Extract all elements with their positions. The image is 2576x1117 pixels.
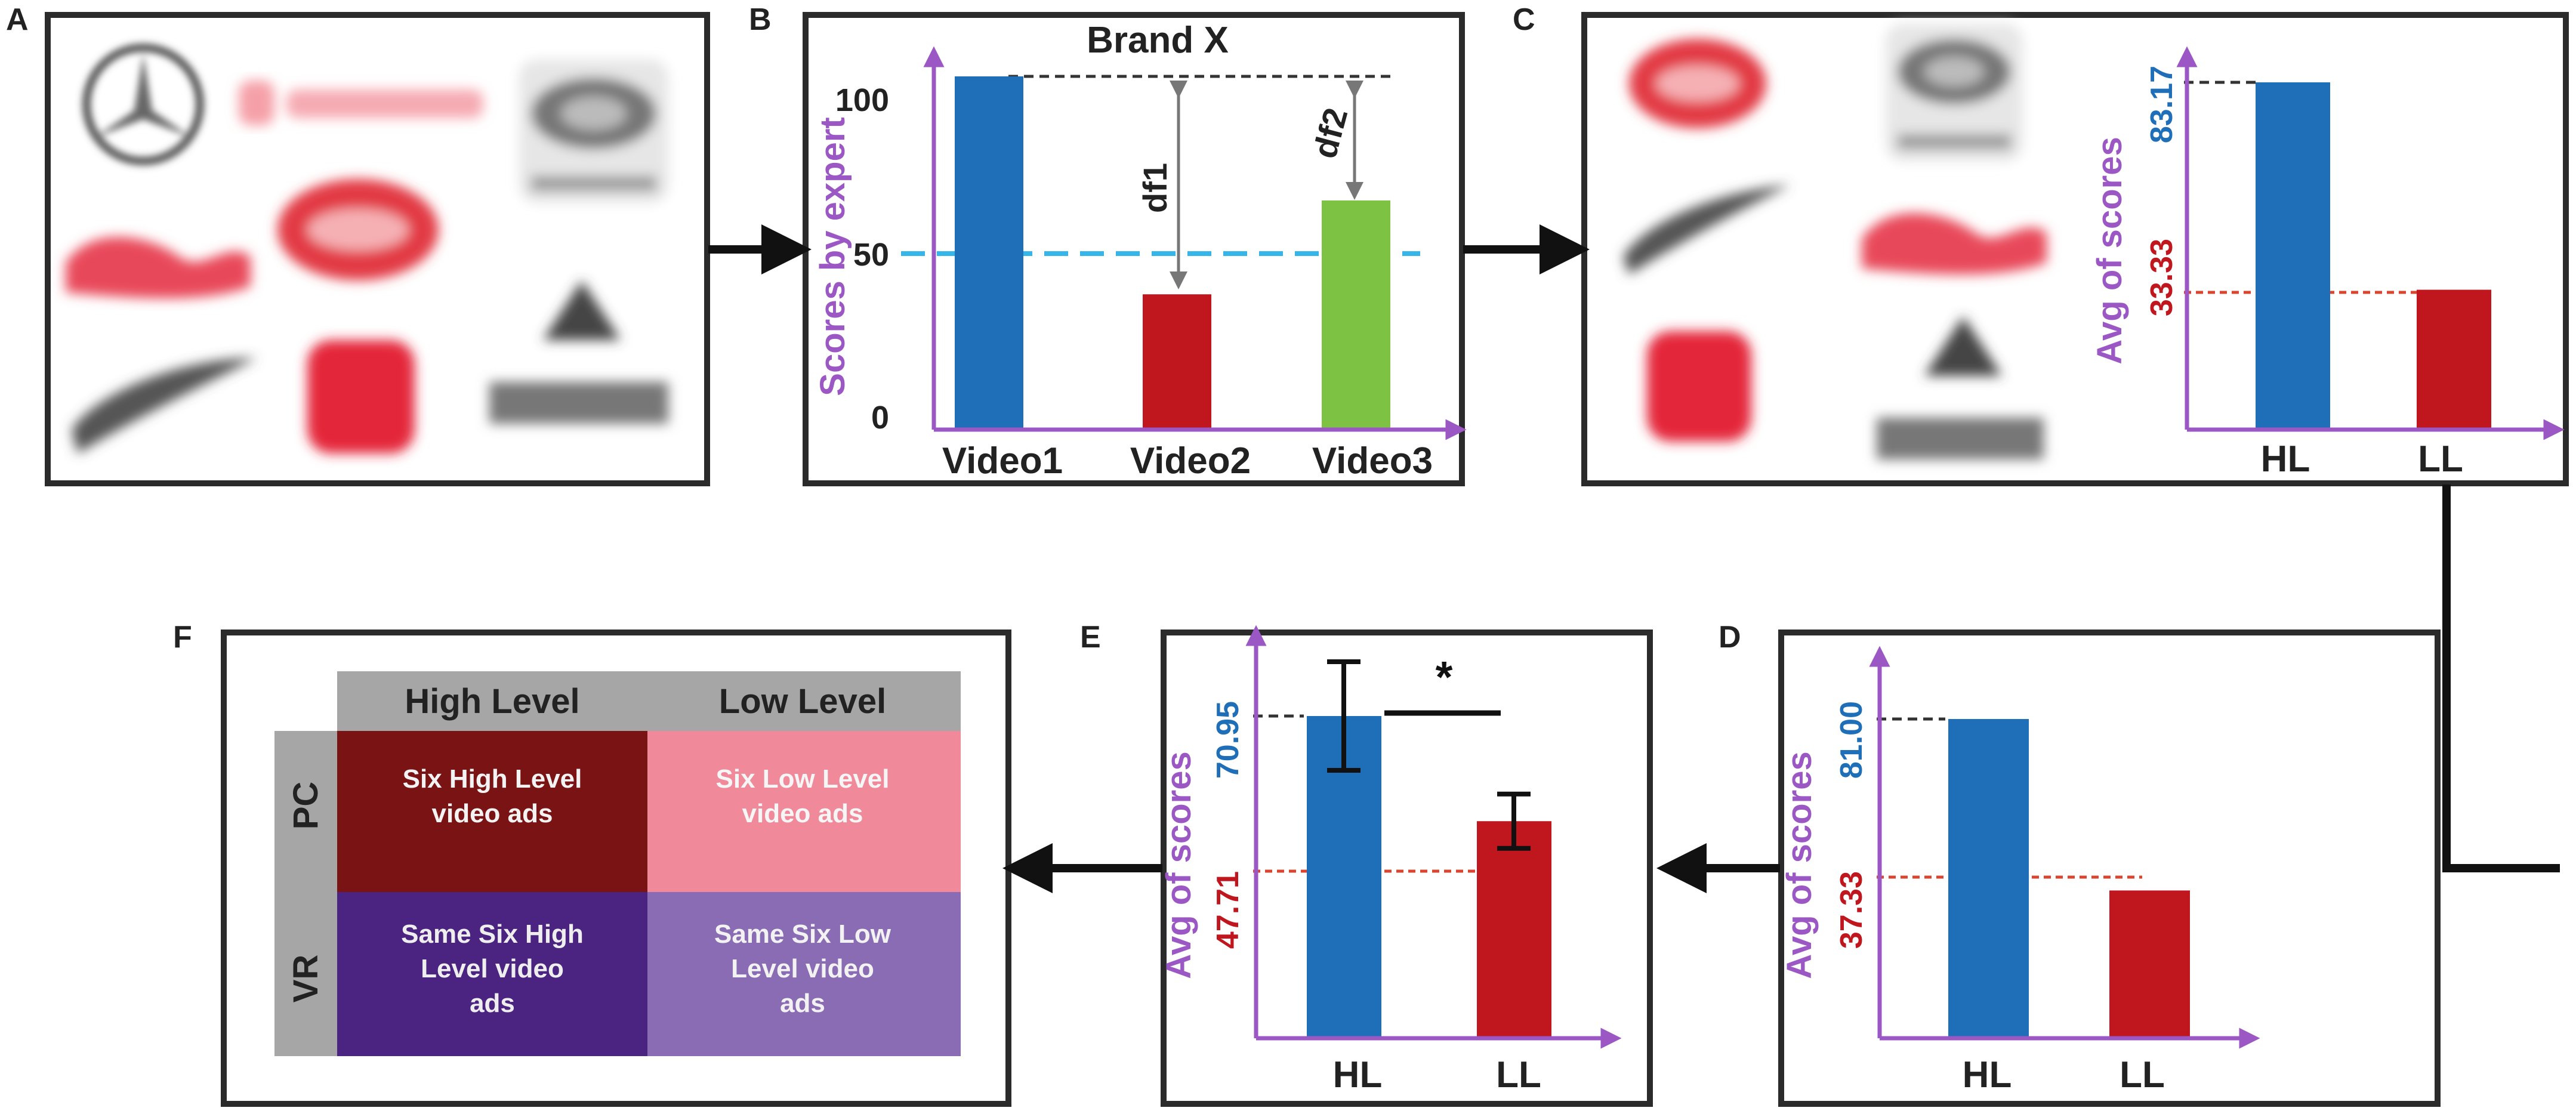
panel-c-hl-value-label: 83.17	[2145, 66, 2179, 143]
panel-b-tick-100: 100	[835, 82, 889, 118]
panel-e-significance-star: *	[1436, 652, 1453, 702]
gray-swoosh-logo	[1623, 185, 1790, 274]
panel-b-title: Brand X	[1087, 20, 1229, 61]
cell-vr-low-level-text-line3: ads	[780, 989, 825, 1018]
panel-label-d: D	[1719, 620, 1741, 655]
panel-e-error-bars	[1327, 659, 1531, 851]
design-matrix: High Level Low Level PC VR Six High Leve…	[274, 671, 961, 1056]
panel-c-cat-hl: HL	[2261, 439, 2310, 480]
cell-pc-low-level-text-line2: video ads	[742, 799, 863, 828]
gray-oval-logo	[1886, 24, 2023, 161]
panel-c-cat-ll: LL	[2418, 439, 2463, 480]
star-emblem-logo	[82, 44, 204, 165]
cell-vr-high-level-text-line3: ads	[470, 989, 515, 1018]
bar-ll	[2417, 289, 2491, 428]
row-header-vr: VR	[286, 955, 325, 1003]
cell-vr-high-level-text-line2: Level video	[421, 954, 564, 983]
panel-label-b: B	[749, 2, 772, 37]
gray-mountain-logo	[489, 280, 668, 424]
bar-ll	[1477, 821, 1551, 1037]
panel-e-ylabel: Avg of scores	[1159, 751, 1198, 979]
red-script-logo	[66, 237, 251, 298]
panel-b-df1-label: df1	[1136, 163, 1174, 213]
red-square-logo	[307, 340, 415, 453]
bar-video3	[1322, 200, 1390, 428]
panel-label-e: E	[1080, 620, 1101, 655]
cell-vr-high-level	[337, 892, 647, 1056]
red-oval-logo	[277, 179, 439, 280]
gray-oval-logo	[519, 60, 668, 203]
red-oval-logo	[1629, 39, 1766, 128]
panel-c-high-level-logos	[1623, 24, 2047, 459]
gray-mountain-logo	[1877, 316, 2044, 459]
cell-vr-low-level	[647, 892, 961, 1056]
cell-vr-high-level-text-line1: Same Six High	[401, 919, 584, 949]
panel-c-bars	[2256, 82, 2491, 428]
panel-b-tick-50: 50	[853, 237, 889, 273]
panel-label-c: C	[1513, 2, 1535, 37]
red-square-logo	[1647, 331, 1751, 442]
panel-e-cat-ll: LL	[1496, 1054, 1541, 1096]
cell-vr-low-level-text-line2: Level video	[731, 954, 874, 983]
bar-hl	[1948, 719, 2029, 1037]
panel-a-logo-grid	[66, 44, 668, 453]
flow-connector-c-to-d-main	[2442, 485, 2560, 872]
cell-vr-low-level-text-line1: Same Six Low	[714, 919, 891, 949]
gray-swoosh-logo	[72, 358, 257, 453]
panel-d-cat-ll: LL	[2120, 1054, 2165, 1096]
panel-b-tick-0: 0	[871, 400, 889, 436]
panel-d-bars	[1948, 719, 2190, 1037]
panel-b-ylabel: Scores by expert	[813, 117, 852, 396]
bar-video2	[1143, 294, 1211, 428]
panel-d-cat-hl: HL	[1963, 1054, 2012, 1096]
panel-e-hl-value-label: 70.95	[1211, 701, 1245, 779]
panel-b-cat-video3: Video3	[1312, 440, 1433, 482]
panel-label-a: A	[6, 2, 29, 37]
panel-d-ll-value-label: 37.33	[1834, 871, 1869, 949]
panel-d-hl-value-label: 81.00	[1834, 701, 1869, 779]
panel-b-cat-video2: Video2	[1130, 440, 1251, 482]
col-header-low-level: Low Level	[719, 682, 886, 721]
panel-label-f: F	[173, 620, 192, 655]
bar-hl	[2256, 82, 2330, 428]
panel-b-cat-video1: Video1	[942, 440, 1063, 482]
red-wordmark-logo	[239, 81, 483, 125]
panel-d-ylabel: Avg of scores	[1780, 751, 1819, 979]
col-header-high-level: High Level	[405, 682, 579, 721]
panel-e-ll-value-label: 47.71	[1211, 871, 1245, 949]
cell-pc-high-level-text-line2: video ads	[432, 799, 553, 828]
red-script-logo	[1862, 213, 2047, 274]
row-header-pc: PC	[286, 782, 325, 830]
panel-c-ylabel: Avg of scores	[2090, 137, 2129, 364]
bar-ll	[2109, 890, 2190, 1037]
cell-pc-high-level	[337, 731, 647, 892]
panel-c-ll-value-label: 33.33	[2145, 239, 2179, 316]
panel-e-bars	[1307, 716, 1551, 1037]
panel-b-bars	[955, 76, 1390, 428]
bar-video1	[955, 76, 1023, 428]
panel-e-cat-hl: HL	[1333, 1054, 1383, 1096]
cell-pc-low-level	[647, 731, 961, 892]
cell-pc-low-level-text-line1: Six Low Level	[716, 764, 890, 794]
col-header-row	[337, 671, 961, 731]
row-header-column	[274, 731, 337, 1056]
cell-pc-high-level-text-line1: Six High Level	[403, 764, 582, 794]
